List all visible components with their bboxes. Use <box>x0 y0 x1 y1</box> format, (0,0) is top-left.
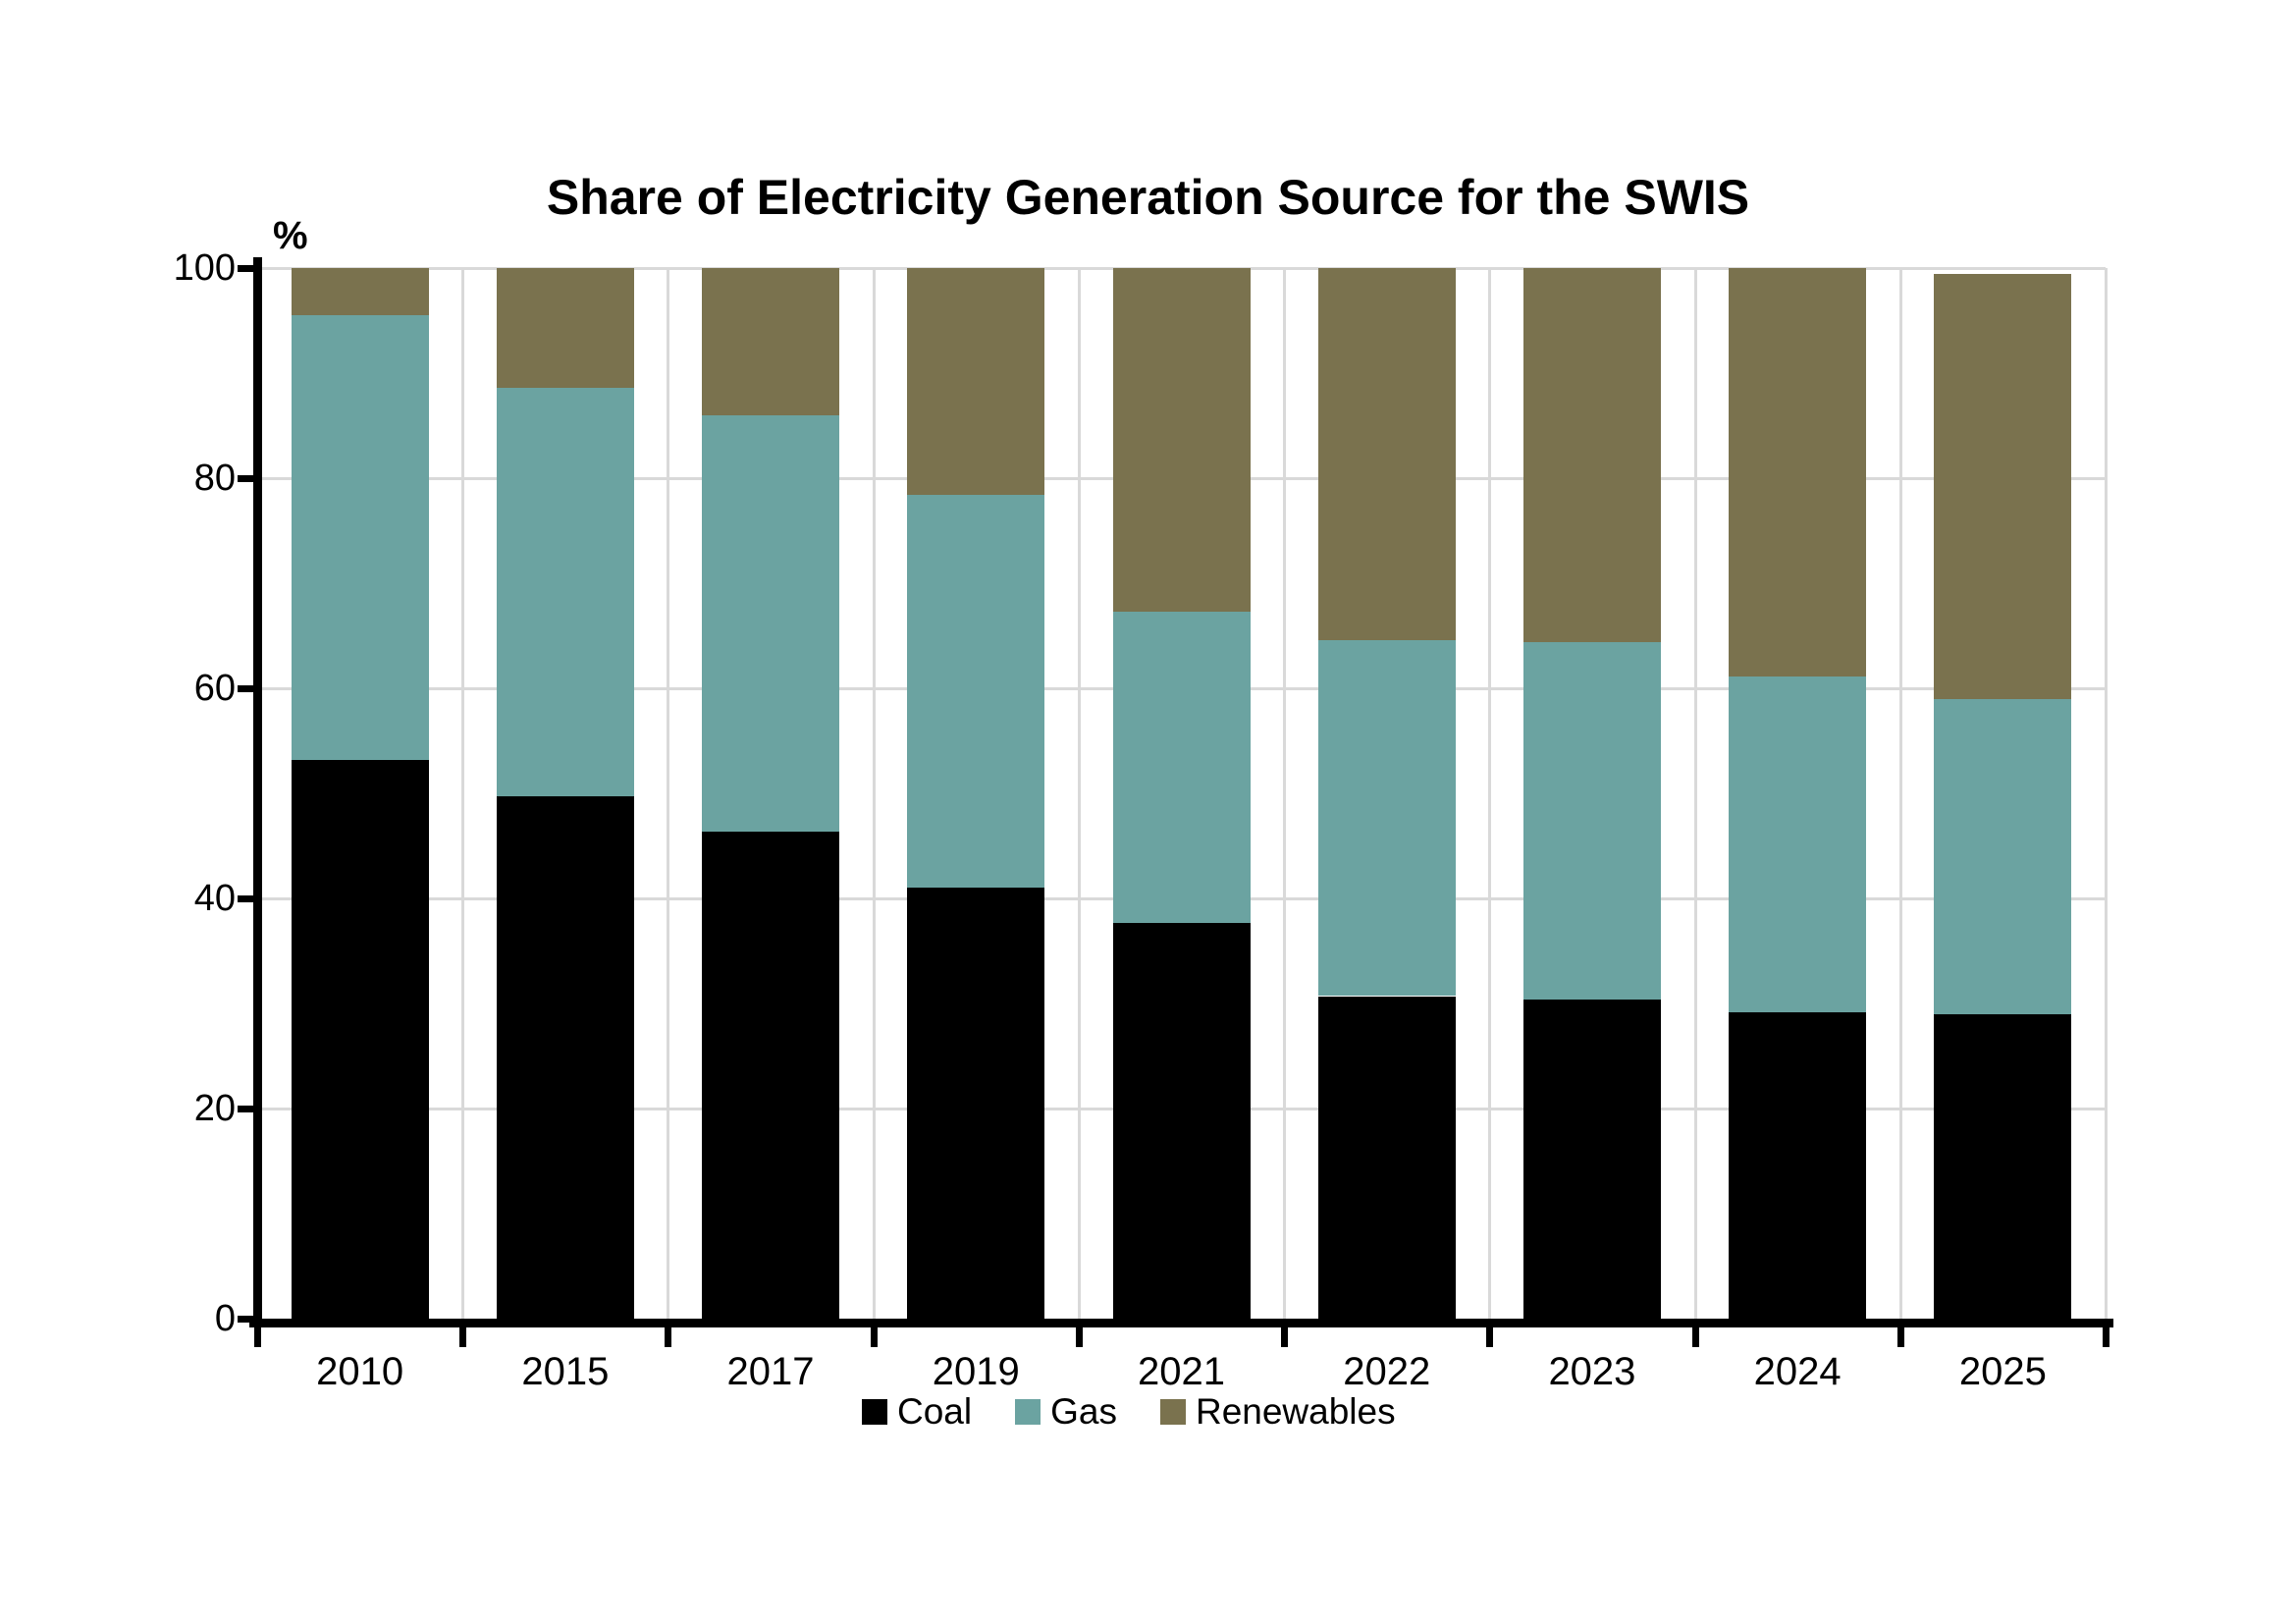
x-tick-label-2019: 2019 <box>932 1350 1020 1393</box>
bar-segment-coal-2017 <box>702 831 840 1319</box>
bar-segment-coal-2022 <box>1317 996 1456 1319</box>
chart-title: Share of Electricity Generation Source f… <box>546 170 1750 225</box>
bar-segment-renewables-2010 <box>291 268 429 316</box>
x-axis-tick <box>1075 1327 1083 1347</box>
legend-item-renewables: Renewables <box>1159 1391 1396 1432</box>
gridline-vertical <box>1693 268 1697 1319</box>
legend-item-gas: Gas <box>1015 1392 1117 1432</box>
y-tick-label-100: 100 <box>173 247 236 289</box>
bar-segment-gas-2017 <box>702 414 840 832</box>
x-axis-tick <box>2103 1327 2109 1347</box>
gridline-vertical <box>872 268 876 1319</box>
legend-swatch-gas <box>1015 1399 1041 1425</box>
x-axis-tick <box>870 1327 878 1347</box>
bar-segment-renewables-2017 <box>702 268 840 415</box>
bar-segment-coal-2024 <box>1729 1011 1867 1319</box>
y-tick-label-40: 40 <box>193 878 236 919</box>
x-tick-label-2022: 2022 <box>1343 1350 1431 1393</box>
gridline-vertical <box>667 268 670 1319</box>
y-axis-tick-60 <box>238 685 257 692</box>
x-tick-label-2017: 2017 <box>726 1350 815 1393</box>
gridline-vertical <box>1488 268 1492 1319</box>
bar-segment-gas-2010 <box>291 315 429 760</box>
gridline-vertical <box>1077 268 1081 1319</box>
bar-segment-gas-2025 <box>1934 698 2072 1014</box>
bar-segment-gas-2021 <box>1112 611 1251 923</box>
x-axis-tick <box>1281 1327 1289 1347</box>
bar-segment-renewables-2024 <box>1729 268 1867 677</box>
bar-segment-coal-2010 <box>291 759 429 1319</box>
bar-segment-coal-2023 <box>1522 999 1661 1319</box>
y-tick-label-60: 60 <box>193 668 236 709</box>
x-axis-tick <box>665 1327 672 1347</box>
gridline-vertical <box>1898 268 1902 1319</box>
x-tick-label-2021: 2021 <box>1137 1350 1225 1393</box>
x-tick-label-2024: 2024 <box>1753 1350 1842 1393</box>
bar-segment-coal-2015 <box>496 796 634 1319</box>
x-axis-tick <box>459 1327 467 1347</box>
bar-segment-gas-2015 <box>496 387 634 797</box>
x-axis-tick <box>1691 1327 1699 1347</box>
bar-segment-coal-2019 <box>907 888 1045 1319</box>
x-axis-tick <box>1486 1327 1494 1347</box>
x-axis-line <box>249 1319 2113 1327</box>
legend-label-coal: Coal <box>897 1391 973 1432</box>
bar-segment-coal-2021 <box>1112 922 1251 1319</box>
bar-segment-renewables-2015 <box>496 268 634 388</box>
x-tick-label-2015: 2015 <box>521 1350 610 1393</box>
bar-segment-renewables-2025 <box>1934 274 2072 699</box>
y-axis-tick-100 <box>238 265 257 272</box>
legend-swatch-renewables <box>1159 1399 1186 1425</box>
bar-segment-renewables-2022 <box>1317 268 1456 640</box>
bar-segment-gas-2024 <box>1729 677 1867 1012</box>
bar-segment-renewables-2019 <box>907 268 1045 496</box>
gridline-vertical <box>461 268 465 1319</box>
y-tick-label-0: 0 <box>214 1298 236 1339</box>
y-axis-tick-80 <box>238 475 257 482</box>
y-axis-tick-20 <box>238 1106 257 1112</box>
x-tick-label-2010: 2010 <box>316 1350 404 1393</box>
legend-swatch-coal <box>862 1399 887 1425</box>
legend-item-coal: Coal <box>862 1392 972 1432</box>
x-axis-tick <box>1896 1327 1904 1347</box>
y-axis-unit-label: % <box>273 214 308 257</box>
bar-segment-renewables-2023 <box>1522 268 1661 642</box>
bar-segment-gas-2022 <box>1317 639 1456 997</box>
legend: Coal Gas Renewables <box>862 1392 1396 1432</box>
y-axis-tick-40 <box>238 895 257 902</box>
bar-segment-gas-2023 <box>1522 641 1661 1000</box>
legend-label-gas: Gas <box>1050 1391 1117 1432</box>
x-tick-label-2025: 2025 <box>1958 1350 2047 1393</box>
y-tick-label-80: 80 <box>193 458 236 499</box>
bar-segment-renewables-2021 <box>1112 268 1251 612</box>
y-axis-line <box>253 257 262 1327</box>
bar-segment-gas-2019 <box>907 495 1045 889</box>
x-tick-label-2023: 2023 <box>1548 1350 1636 1393</box>
bar-segment-coal-2025 <box>1934 1013 2072 1319</box>
gridline-vertical <box>1283 268 1287 1319</box>
y-axis-tick-0 <box>238 1316 257 1323</box>
gridline-vertical <box>2105 268 2108 1319</box>
x-axis-tick <box>254 1327 261 1347</box>
legend-label-renewables: Renewables <box>1195 1391 1396 1432</box>
y-tick-label-20: 20 <box>193 1088 236 1129</box>
